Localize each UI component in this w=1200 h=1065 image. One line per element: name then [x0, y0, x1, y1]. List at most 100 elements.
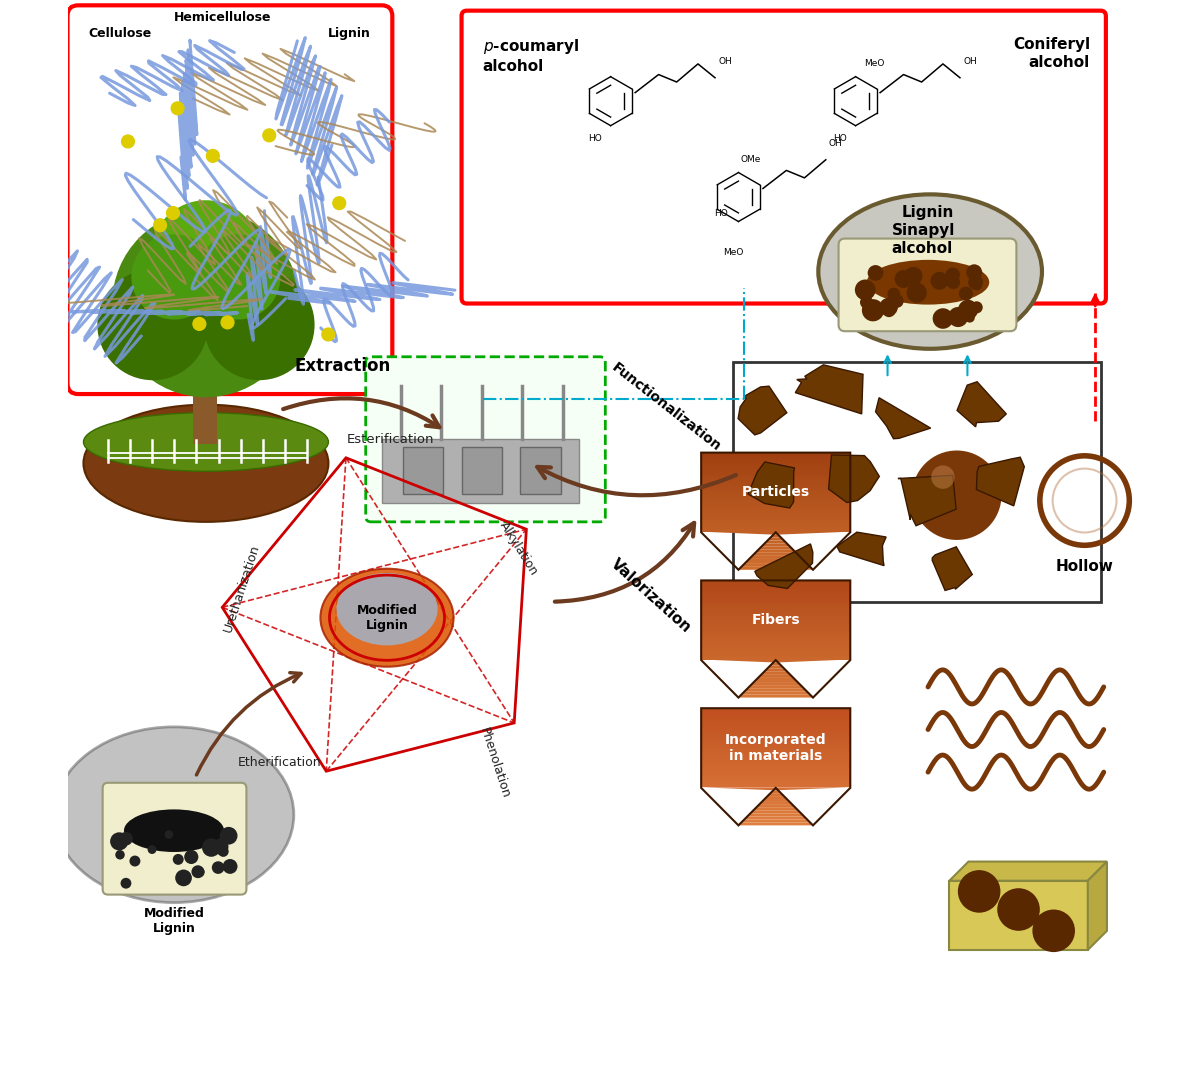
- Circle shape: [223, 859, 238, 874]
- Circle shape: [868, 265, 883, 281]
- Circle shape: [1034, 924, 1048, 937]
- Polygon shape: [701, 592, 851, 595]
- Text: Hollow: Hollow: [1056, 559, 1114, 574]
- Circle shape: [1060, 924, 1073, 937]
- Polygon shape: [756, 677, 796, 679]
- Circle shape: [968, 897, 982, 910]
- Polygon shape: [701, 779, 851, 782]
- Polygon shape: [701, 726, 851, 728]
- Polygon shape: [701, 488, 851, 491]
- Circle shape: [120, 878, 131, 888]
- Polygon shape: [750, 555, 802, 558]
- Text: Alkylation: Alkylation: [497, 519, 541, 578]
- Polygon shape: [958, 381, 1007, 427]
- Ellipse shape: [84, 413, 329, 471]
- Polygon shape: [701, 526, 851, 529]
- Text: OMe: OMe: [740, 155, 761, 164]
- Ellipse shape: [124, 809, 224, 852]
- Circle shape: [977, 873, 990, 886]
- Polygon shape: [701, 464, 851, 468]
- Text: MeO: MeO: [722, 248, 743, 257]
- Polygon shape: [701, 723, 851, 726]
- Circle shape: [905, 267, 923, 285]
- FancyBboxPatch shape: [103, 783, 246, 895]
- Circle shape: [119, 832, 133, 846]
- Polygon shape: [768, 666, 784, 669]
- Circle shape: [154, 218, 167, 231]
- Text: MeO: MeO: [864, 60, 884, 68]
- Polygon shape: [701, 636, 851, 639]
- Polygon shape: [701, 621, 851, 624]
- Circle shape: [221, 316, 234, 329]
- Circle shape: [204, 269, 314, 380]
- Circle shape: [115, 850, 125, 859]
- Polygon shape: [701, 595, 851, 599]
- Polygon shape: [701, 728, 851, 732]
- Circle shape: [968, 873, 982, 886]
- Polygon shape: [701, 456, 851, 458]
- Text: $p$-coumaryl
alcohol: $p$-coumaryl alcohol: [482, 37, 578, 73]
- Circle shape: [130, 855, 140, 867]
- Circle shape: [968, 275, 983, 290]
- Polygon shape: [701, 589, 851, 592]
- Polygon shape: [701, 616, 851, 619]
- Polygon shape: [770, 535, 781, 538]
- Polygon shape: [701, 499, 851, 503]
- Polygon shape: [754, 807, 798, 810]
- Polygon shape: [701, 656, 851, 659]
- Text: Lignin: Lignin: [902, 206, 954, 220]
- Circle shape: [148, 846, 156, 854]
- Circle shape: [212, 838, 228, 855]
- Polygon shape: [748, 462, 794, 508]
- Polygon shape: [754, 679, 798, 683]
- Text: Fibers: Fibers: [751, 613, 800, 627]
- Ellipse shape: [818, 195, 1042, 349]
- Polygon shape: [701, 481, 851, 485]
- Circle shape: [960, 885, 973, 898]
- Polygon shape: [738, 694, 814, 698]
- Circle shape: [932, 308, 953, 329]
- Circle shape: [946, 267, 960, 282]
- FancyBboxPatch shape: [839, 239, 1016, 331]
- Circle shape: [965, 312, 974, 323]
- Circle shape: [931, 465, 955, 489]
- Circle shape: [113, 210, 300, 397]
- Polygon shape: [701, 775, 851, 779]
- Circle shape: [218, 846, 229, 857]
- Text: Modified
Lignin: Modified Lignin: [356, 604, 418, 632]
- Text: Sinapyl
alcohol: Sinapyl alcohol: [892, 224, 955, 256]
- Polygon shape: [701, 453, 851, 456]
- Polygon shape: [750, 683, 802, 686]
- Circle shape: [958, 299, 978, 320]
- Circle shape: [962, 878, 976, 890]
- Text: Etherification: Etherification: [238, 756, 322, 770]
- Polygon shape: [701, 523, 851, 526]
- Circle shape: [121, 135, 134, 148]
- FancyBboxPatch shape: [462, 11, 1106, 304]
- Text: HO: HO: [714, 209, 727, 217]
- Polygon shape: [758, 674, 793, 677]
- Bar: [949, 881, 1087, 950]
- Polygon shape: [701, 735, 851, 737]
- Circle shape: [977, 897, 990, 910]
- Polygon shape: [770, 662, 781, 666]
- Text: Modified
Lignin: Modified Lignin: [144, 907, 204, 935]
- Polygon shape: [701, 609, 851, 612]
- Polygon shape: [701, 644, 851, 648]
- Circle shape: [972, 281, 982, 291]
- Circle shape: [202, 838, 221, 857]
- Polygon shape: [701, 755, 851, 758]
- Polygon shape: [836, 532, 886, 566]
- Polygon shape: [738, 567, 814, 570]
- Circle shape: [880, 298, 898, 316]
- Polygon shape: [701, 654, 851, 656]
- Polygon shape: [701, 529, 851, 531]
- Circle shape: [882, 304, 895, 317]
- Circle shape: [860, 296, 874, 309]
- Polygon shape: [738, 387, 787, 435]
- Polygon shape: [701, 732, 851, 735]
- Polygon shape: [701, 494, 851, 496]
- Circle shape: [206, 149, 220, 162]
- Polygon shape: [701, 642, 851, 644]
- Polygon shape: [949, 862, 1106, 881]
